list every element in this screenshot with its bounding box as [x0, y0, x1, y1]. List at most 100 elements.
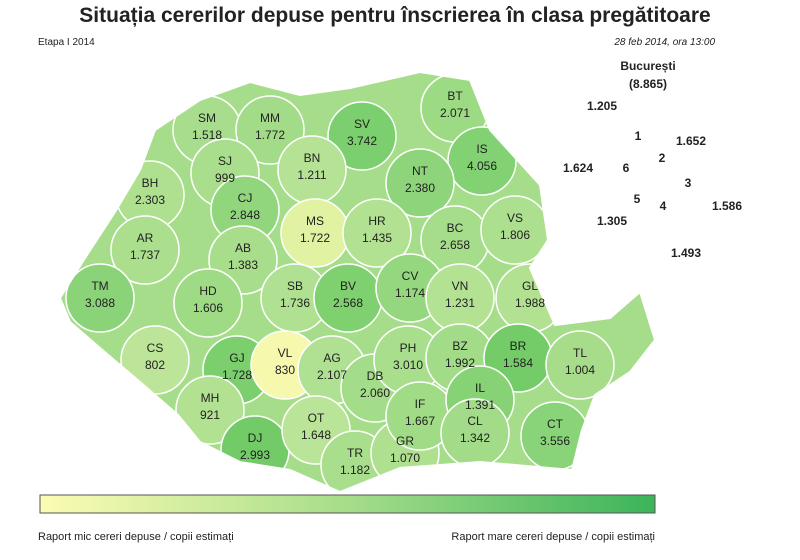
- county-count: 1.722: [300, 231, 330, 245]
- county-code: MH: [201, 391, 220, 405]
- county-code: TM: [91, 279, 108, 293]
- county-code: MS: [306, 214, 324, 228]
- county-count: 1.736: [280, 296, 310, 310]
- county-count: 2.303: [135, 193, 165, 207]
- county-code: BT: [447, 89, 463, 103]
- county-count: 1.737: [130, 248, 160, 262]
- county-code: AB: [235, 241, 251, 255]
- county-count: 2.993: [240, 448, 270, 462]
- county-count: 1.182: [340, 463, 370, 477]
- sector-label: 1: [635, 129, 642, 143]
- sector-count: 1.624: [563, 161, 593, 175]
- county-code: CS: [147, 341, 164, 355]
- country-outline: [58, 70, 657, 494]
- county-count: 3.088: [85, 296, 115, 310]
- county-count: 1.435: [362, 231, 392, 245]
- sector-label: 5: [634, 192, 641, 206]
- county: [327, 101, 397, 171]
- county-count: 1.004: [565, 363, 595, 377]
- county-code: TL: [573, 346, 587, 360]
- county-labels: SM 1.518 MM 1.772 BT 2.071 SV 3.742 IS 4.056 BN 1.2…: [85, 89, 595, 477]
- county-code: IF: [415, 397, 426, 411]
- county-code: MM: [260, 111, 280, 125]
- county-count: 1.988: [515, 296, 545, 310]
- county-code: SB: [287, 279, 303, 293]
- county-count: 2.848: [230, 208, 260, 222]
- county-count: 999: [215, 171, 235, 185]
- county-count: 1.992: [445, 356, 475, 370]
- county-code: SJ: [218, 154, 232, 168]
- county-code: CT: [547, 417, 564, 431]
- legend-low: Raport mic cereri depuse / copii estimaț…: [38, 531, 234, 543]
- county-code: IL: [475, 381, 485, 395]
- title: Situația cererilor depuse pentru înscrie…: [79, 4, 710, 27]
- county-code: BN: [304, 151, 321, 165]
- county-count: 1.584: [503, 356, 533, 370]
- county-count: 2.060: [360, 386, 390, 400]
- county-code: PH: [400, 341, 417, 355]
- sector-count: 1.586: [712, 199, 742, 213]
- county-count: 1.518: [192, 128, 222, 142]
- county-code: VN: [452, 279, 469, 293]
- county: [385, 148, 455, 218]
- county-count: 2.658: [440, 238, 470, 252]
- county-count: 4.056: [467, 159, 497, 173]
- date: 28 feb 2014, ora 13:00: [613, 37, 715, 48]
- legend-high: Raport mare cereri depuse / copii estima…: [451, 531, 655, 543]
- county: [65, 263, 135, 333]
- county-count: 3.742: [347, 134, 377, 148]
- county-count: 1.342: [460, 431, 490, 445]
- county-code: GJ: [229, 351, 244, 365]
- county-count: 1.667: [405, 414, 435, 428]
- county-count: 2.568: [333, 296, 363, 310]
- county-code: SV: [354, 117, 370, 131]
- county: [447, 126, 517, 196]
- county: [545, 330, 615, 400]
- county-count: 2.071: [440, 106, 470, 120]
- county-count: 1.728: [222, 368, 252, 382]
- county-code: HD: [199, 284, 217, 298]
- county-count: 3.556: [540, 434, 570, 448]
- county-count: 1.648: [301, 428, 331, 442]
- county-count: 921: [200, 408, 220, 422]
- county-code: CJ: [238, 191, 253, 205]
- county-code: VS: [507, 211, 523, 225]
- sector-count: 1.652: [676, 134, 706, 148]
- county-code: NT: [412, 164, 429, 178]
- stage: Etapa I 2014: [38, 37, 95, 48]
- sector-label: 3: [685, 176, 692, 190]
- county-count: 3.010: [393, 358, 423, 372]
- sector-label: 6: [623, 161, 630, 175]
- bucharest-labels: 1 1.205 2 1.652 3 1.586 4 1.493 5 1.305 6 1.624: [563, 99, 742, 260]
- county: [175, 375, 245, 445]
- county-code: HR: [368, 214, 386, 228]
- county-code: DB: [367, 369, 384, 383]
- county-code: GR: [396, 434, 414, 448]
- county-code: AR: [137, 231, 154, 245]
- county-code: VL: [278, 346, 293, 360]
- county-code: GL: [522, 279, 538, 293]
- county-count: 1.383: [228, 258, 258, 272]
- county-code: BV: [340, 279, 356, 293]
- county-code: BH: [142, 176, 159, 190]
- county-count: 1.391: [465, 398, 495, 412]
- county-code: BC: [447, 221, 464, 235]
- county-count: 830: [275, 363, 295, 377]
- county: [173, 268, 243, 338]
- county-code: TR: [347, 446, 363, 460]
- legend-bar: [39, 494, 656, 514]
- county-code: CL: [467, 414, 483, 428]
- county-count: 1.806: [500, 228, 530, 242]
- bucharest-title: București: [620, 59, 675, 73]
- county-code: AG: [323, 351, 340, 365]
- sector-count: 1.305: [597, 214, 627, 228]
- county-code: BR: [510, 339, 527, 353]
- county-count: 1.772: [255, 128, 285, 142]
- sector-label: 2: [659, 151, 666, 165]
- county-count: 2.380: [405, 181, 435, 195]
- sector-count: 1.205: [587, 99, 617, 113]
- county-count: 1.606: [193, 301, 223, 315]
- county-code: IS: [476, 142, 487, 156]
- sector-label: 4: [660, 199, 667, 213]
